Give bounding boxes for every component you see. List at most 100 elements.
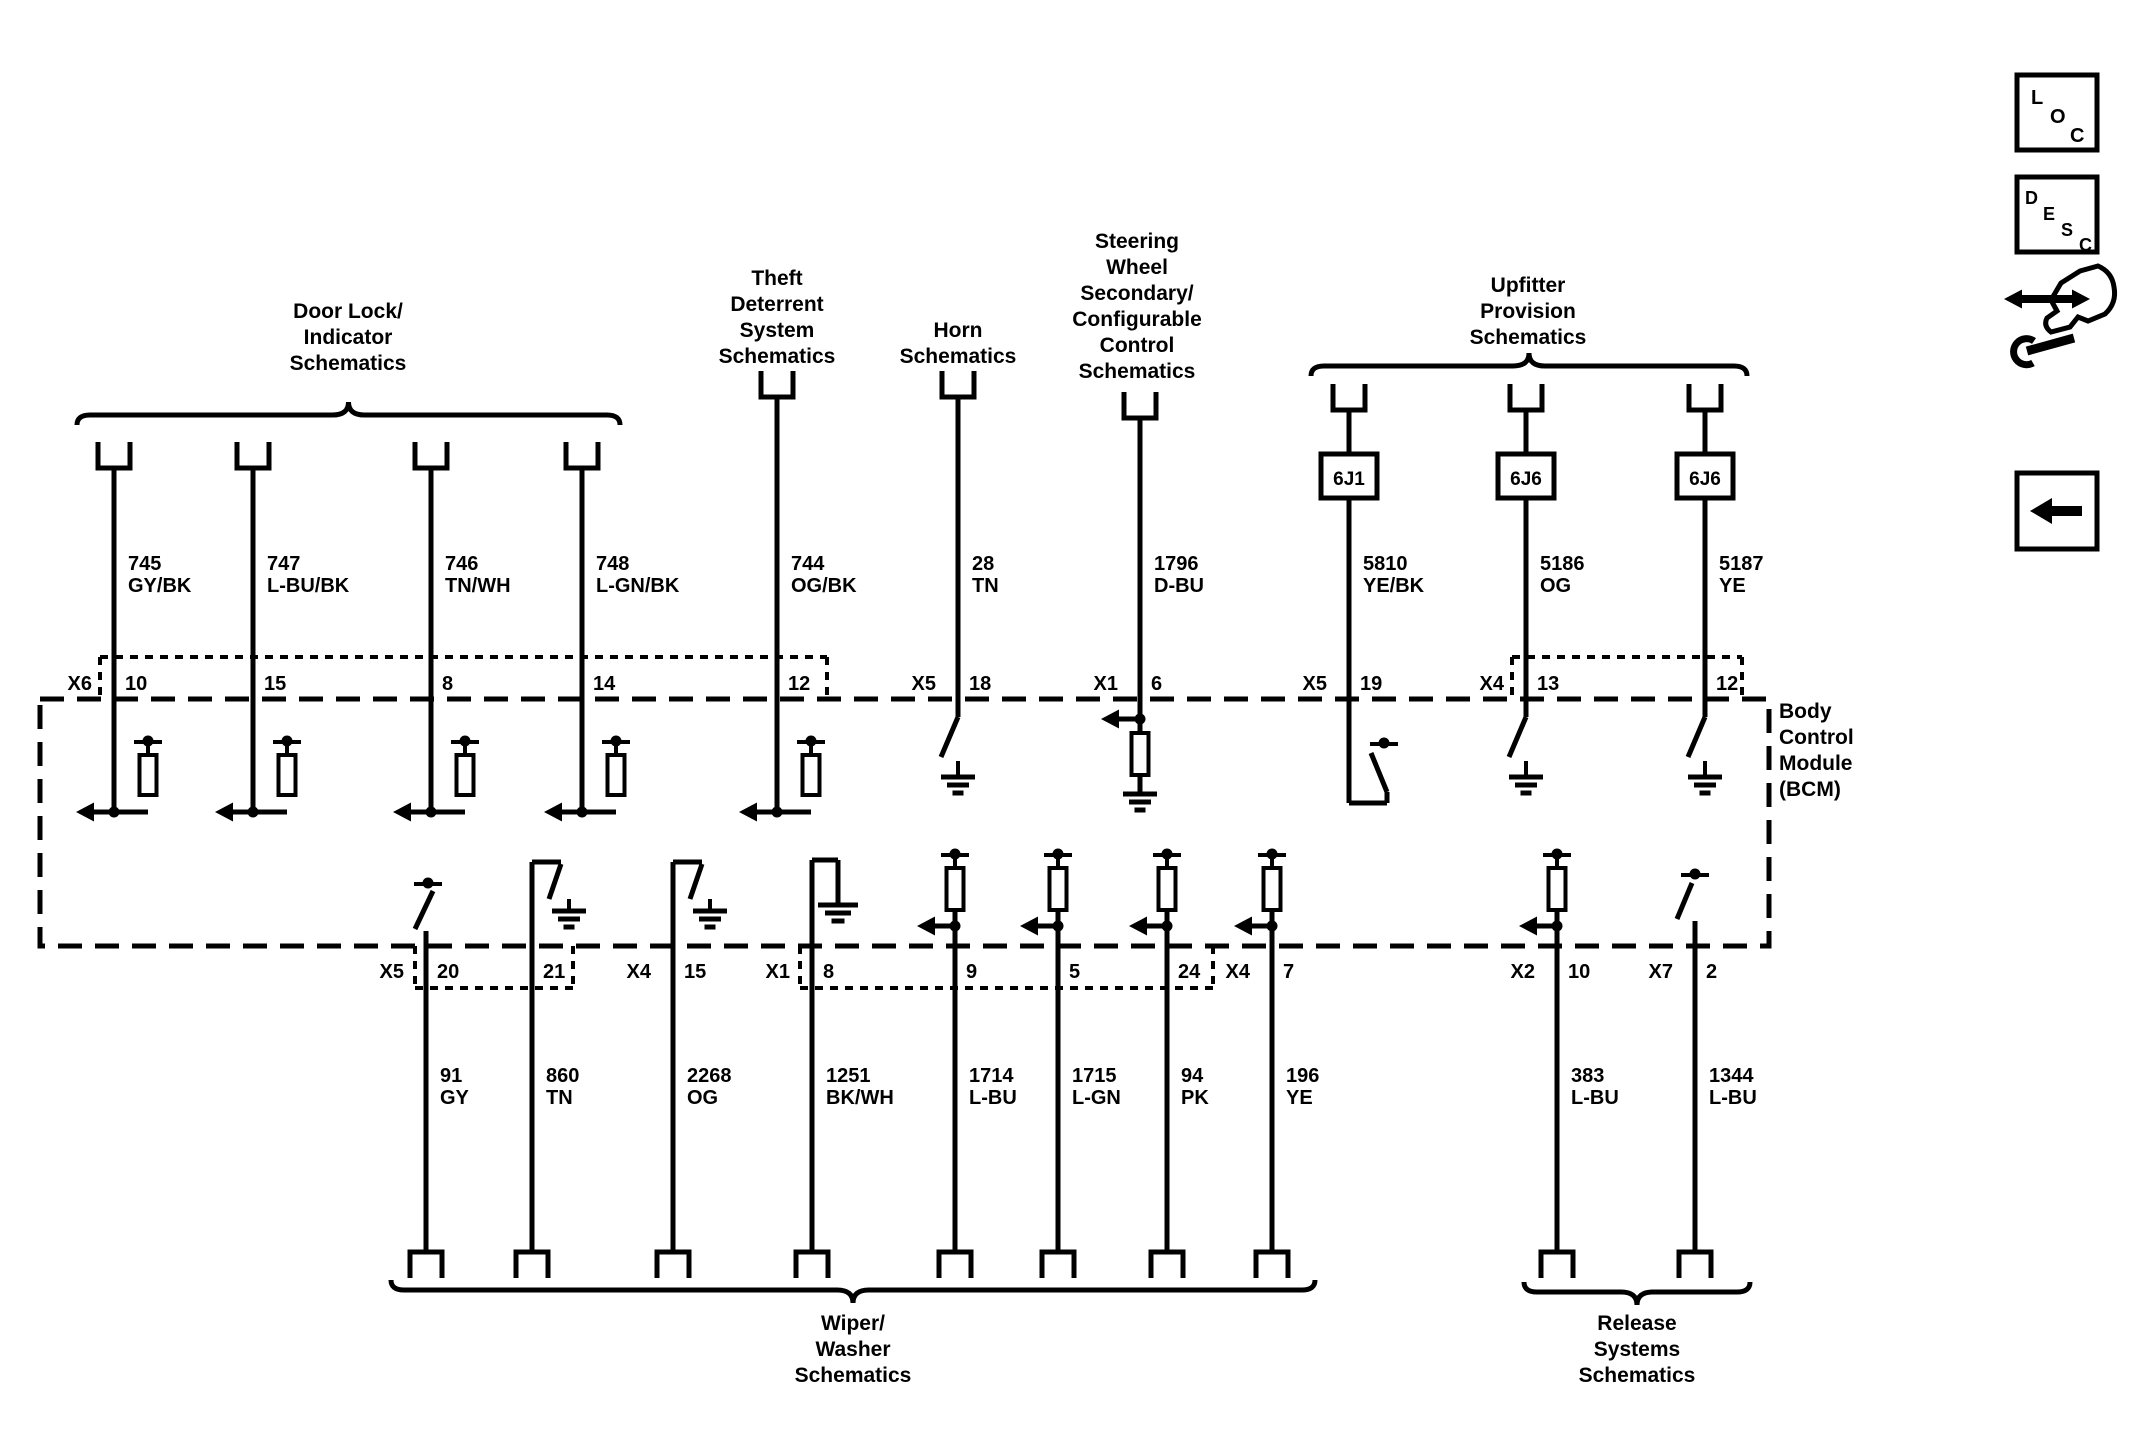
bcm-label-line: Body: [1779, 700, 1832, 723]
connector-cup: [1507, 384, 1545, 413]
wire-color: L-GN/BK: [596, 575, 680, 597]
wire-color: GY/BK: [128, 575, 192, 597]
switch-blade: [1506, 716, 1529, 758]
wire-color: TN: [546, 1087, 573, 1109]
wire-number: 2268: [687, 1065, 732, 1087]
splice-pack-label: 6J6: [1689, 469, 1721, 490]
splice-pack-label: 6J1: [1333, 469, 1365, 490]
wire-number: 748: [596, 553, 629, 575]
section-brace: [1521, 1281, 1753, 1306]
loc-icon[interactable]: [2014, 72, 2100, 153]
loc-letter: C: [2070, 125, 2084, 147]
contact-dot: [805, 735, 817, 747]
contact-dot: [1378, 737, 1390, 749]
junction-dot: [949, 920, 961, 932]
section-brace: [1308, 352, 1750, 377]
wire-number: 28: [972, 553, 994, 575]
pin-number: 9: [966, 961, 977, 983]
arrowhead: [917, 916, 935, 936]
adjust-hand-wrench-icon[interactable]: [2004, 263, 2118, 369]
back-button[interactable]: [2014, 470, 2100, 552]
section-theft-deterrent: Theft Deterrent System Schematics: [719, 267, 836, 368]
section-title-line: Deterrent: [730, 293, 823, 316]
bcm-dashed-border: [37, 696, 1772, 949]
pin-number: 24: [1178, 961, 1201, 983]
section-title-line: Schematics: [900, 345, 1017, 368]
section-title-line: Theft: [751, 267, 802, 290]
contact-dot: [1551, 848, 1563, 860]
wire-color: L-BU/BK: [267, 575, 350, 597]
wire-color: YE: [1719, 575, 1746, 597]
section-title-line: Horn: [934, 319, 983, 342]
pin-number: 12: [788, 673, 810, 695]
wire-number: 747: [267, 553, 300, 575]
contact-dot: [422, 877, 434, 889]
section-release-systems: Release Systems Schematics: [1521, 1281, 1753, 1387]
desc-letter: E: [2043, 204, 2055, 224]
pin-number: 18: [969, 673, 991, 695]
arrowhead: [393, 802, 411, 822]
section-title-line: Schematics: [795, 1364, 912, 1387]
connector-cup: [654, 1249, 692, 1278]
wire-number: 196: [1286, 1065, 1319, 1087]
arrowhead: [215, 802, 233, 822]
pin-number: 6: [1151, 673, 1162, 695]
wire-number: 1344: [1709, 1065, 1754, 1087]
pin-number: 21: [543, 961, 565, 983]
wire-color: YE: [1286, 1087, 1313, 1109]
pin-number: 8: [442, 673, 453, 695]
switch-blade: [687, 863, 705, 900]
section-title-line: Systems: [1594, 1338, 1680, 1361]
switch-blade: [938, 716, 961, 758]
wire-color: PK: [1181, 1087, 1209, 1109]
contact-dot: [142, 735, 154, 747]
bcm-label-line: Control: [1779, 726, 1854, 749]
desc-icon[interactable]: [2014, 174, 2100, 255]
section-brace: [74, 401, 623, 426]
section-title-line: Wiper/: [821, 1312, 885, 1335]
wire-color: TN/WH: [445, 575, 511, 597]
bcm-label-line: (BCM): [1779, 778, 1841, 801]
loc-button[interactable]: LOC: [2014, 72, 2100, 153]
pin-number: 14: [593, 673, 616, 695]
connector-cup: [513, 1249, 551, 1278]
pin-number: 8: [823, 961, 834, 983]
connector-label: X5: [912, 673, 936, 695]
pin-number: 13: [1537, 673, 1559, 695]
pin-number: 7: [1283, 961, 1294, 983]
connector-label: X4: [1480, 673, 1505, 695]
wire-color: TN: [972, 575, 999, 597]
section-title-line: Schematics: [290, 352, 407, 375]
junction-dot: [108, 806, 120, 818]
bcm-label-line: Module: [1779, 752, 1853, 775]
wire-number: 5810: [1363, 553, 1408, 575]
connector-cup: [1676, 1249, 1714, 1278]
junction-dot: [576, 806, 588, 818]
arrowhead: [1101, 709, 1119, 729]
section-title-line: Secondary/: [1080, 282, 1193, 305]
contact-dot: [459, 735, 471, 747]
arrowhead: [1234, 916, 1252, 936]
connector-cup: [939, 371, 977, 400]
wire-number: 1715: [1072, 1065, 1117, 1087]
resistor-symbol: [454, 753, 476, 797]
desc-letter: C: [2079, 235, 2092, 255]
wire-color: L-BU: [969, 1087, 1017, 1109]
arrowhead: [1129, 916, 1147, 936]
junction-dot: [1052, 920, 1064, 932]
connector-cup: [1330, 384, 1368, 413]
connector-cup: [407, 1249, 445, 1278]
